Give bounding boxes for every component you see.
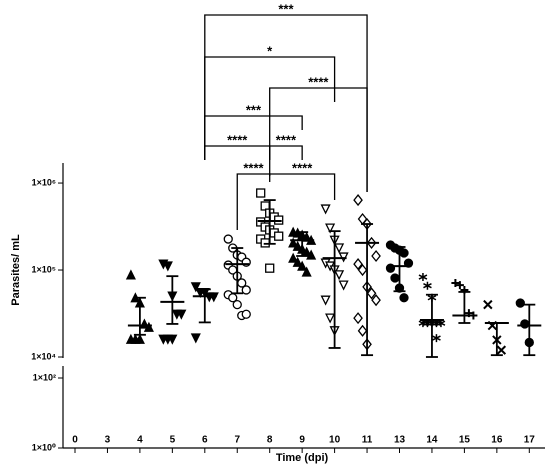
x-tick-label: 0 — [72, 435, 78, 446]
point — [432, 334, 441, 343]
point — [241, 285, 251, 295]
point — [167, 334, 178, 345]
point — [371, 294, 381, 307]
significance-label: *** — [246, 102, 262, 117]
significance-label: **** — [243, 160, 264, 175]
significance-bracket — [269, 145, 303, 160]
point — [455, 281, 464, 290]
point — [357, 263, 368, 277]
point — [265, 263, 275, 273]
x-tick-label: 6 — [202, 435, 208, 446]
point — [256, 188, 266, 198]
y-tick-label: 1×10² — [33, 372, 56, 382]
x-tick-label: 15 — [459, 435, 471, 446]
x-tick-label: 14 — [426, 435, 438, 446]
y-tick-label: 1×10⁵ — [32, 264, 57, 274]
x-tick-label: 13 — [394, 435, 406, 446]
point — [390, 273, 400, 283]
y-tick-label: 1×10⁰ — [32, 442, 56, 452]
point — [274, 231, 284, 241]
point — [338, 280, 349, 291]
point — [288, 252, 299, 263]
y-tick-label: 1×10⁶ — [32, 177, 56, 187]
point — [338, 252, 349, 263]
point — [353, 194, 363, 207]
point — [423, 281, 432, 290]
point — [241, 309, 251, 319]
point — [520, 319, 530, 329]
x-tick-label: 9 — [299, 435, 305, 446]
point — [399, 248, 409, 258]
significance-bracket — [204, 14, 368, 192]
y-axis-label: Parasites/ mL — [10, 234, 22, 306]
x-tick-label: 7 — [234, 435, 240, 446]
x-tick-label: 8 — [267, 435, 273, 446]
point — [451, 278, 460, 287]
significance-bracket — [269, 87, 368, 192]
significance-bracket — [269, 173, 336, 200]
point — [366, 287, 377, 300]
point — [325, 313, 336, 324]
point — [353, 312, 363, 325]
point — [483, 299, 493, 310]
point — [143, 321, 154, 332]
point — [353, 258, 363, 271]
x-tick-label: 3 — [105, 435, 111, 446]
point — [125, 269, 136, 280]
significance-bracket — [204, 115, 303, 160]
point — [371, 249, 381, 263]
point — [297, 260, 308, 271]
x-tick-label: 5 — [170, 435, 176, 446]
point — [325, 223, 336, 234]
point — [223, 234, 233, 244]
point — [357, 324, 368, 337]
point — [515, 298, 525, 308]
point — [288, 237, 299, 248]
x-tick-label: 17 — [524, 435, 536, 446]
point — [292, 240, 303, 251]
point — [496, 345, 507, 355]
point — [292, 256, 303, 267]
significance-bracket — [204, 56, 336, 160]
point — [190, 282, 201, 293]
point — [320, 295, 331, 306]
y-tick-label: 1×10⁴ — [31, 351, 56, 361]
significance-label: **** — [292, 160, 313, 175]
point — [232, 299, 242, 310]
point — [301, 266, 312, 277]
x-tick-label: 11 — [362, 435, 373, 446]
point — [334, 270, 345, 281]
significance-label: **** — [276, 132, 297, 147]
point — [399, 293, 409, 303]
point — [334, 243, 345, 254]
x-tick-label: 4 — [137, 435, 143, 446]
x-tick-label: 10 — [329, 435, 341, 446]
significance-label: * — [267, 43, 273, 58]
point — [162, 261, 173, 272]
x-axis-label: Time (dpi) — [276, 452, 329, 464]
point — [418, 273, 428, 282]
point — [306, 249, 317, 260]
point — [176, 309, 187, 320]
significance-label: **** — [227, 132, 248, 147]
significance-bracket — [204, 145, 271, 160]
significance-label: *** — [278, 1, 294, 16]
point — [190, 333, 201, 344]
significance-label: **** — [308, 74, 329, 89]
point — [134, 333, 145, 344]
point — [320, 204, 331, 215]
point — [260, 238, 270, 248]
x-tick-label: 16 — [491, 435, 503, 446]
